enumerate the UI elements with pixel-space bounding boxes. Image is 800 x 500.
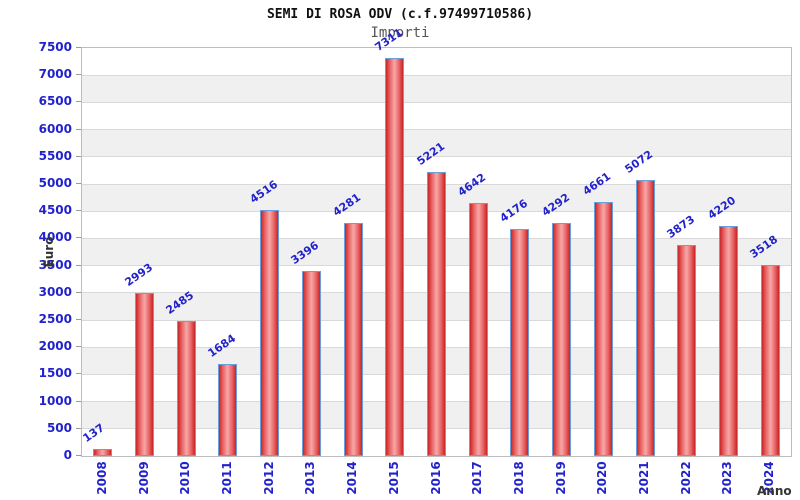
y-tick-mark (76, 291, 81, 293)
x-tick-label: 2015 (386, 461, 401, 495)
bar-2016 (427, 171, 446, 456)
plot-band (82, 48, 791, 76)
y-axis-title: Euro (42, 236, 56, 268)
y-tick-mark (76, 427, 81, 429)
x-tick-label: 2023 (720, 461, 735, 495)
y-tick-label: 6500 (38, 94, 72, 109)
y-tick-mark (76, 455, 81, 456)
x-tick-label: 2017 (470, 461, 485, 495)
bar-2021 (635, 180, 655, 456)
x-tick-label: 2022 (678, 461, 693, 495)
bar-2024 (760, 264, 780, 456)
y-tick-mark (76, 74, 81, 76)
bar-2011 (218, 364, 238, 456)
x-tick-label: 2014 (345, 461, 360, 495)
x-tick-label: 2011 (219, 461, 234, 495)
y-tick-mark (76, 264, 81, 266)
y-tick-label: 500 (46, 420, 72, 435)
bar-2010 (176, 320, 196, 456)
bar-2015 (385, 58, 405, 456)
bar-2019 (552, 222, 572, 456)
y-tick-label: 3500 (38, 257, 72, 272)
bar-2013 (301, 271, 321, 456)
plot-band (82, 129, 791, 157)
x-tick-label: 2013 (303, 461, 318, 495)
y-tick-label: 5000 (38, 176, 72, 190)
gridline (82, 156, 791, 158)
y-tick-mark (76, 101, 81, 103)
x-tick-label: 2021 (637, 461, 652, 495)
bar-2014 (343, 223, 363, 456)
y-tick-label: 4500 (38, 203, 72, 218)
y-tick-label: 3000 (38, 284, 72, 299)
x-tick-label: 2018 (511, 461, 526, 495)
bar-2020 (593, 202, 613, 456)
y-tick-label: 6000 (38, 121, 72, 136)
y-tick-mark (76, 319, 81, 320)
plot-band (82, 102, 791, 130)
y-tick-label: 1000 (38, 393, 72, 408)
x-tick-label: 2010 (178, 461, 193, 495)
x-axis-title: Anno (757, 484, 792, 498)
y-tick-mark (76, 237, 81, 239)
gridline (82, 129, 791, 131)
y-tick-mark (76, 155, 81, 157)
bar-2022 (677, 245, 697, 456)
y-tick-mark (76, 346, 81, 348)
y-tick-label: 2000 (38, 339, 72, 354)
y-tick-mark (76, 373, 81, 375)
bar-2023 (718, 226, 738, 456)
plot-area: 137 2993 2485 1684 4516 3396 4281 7311 5221 4642 4… (80, 26, 792, 457)
y-tick-label: 0 (63, 448, 72, 462)
x-tick-label: 2020 (595, 461, 610, 495)
x-tick-label: 2012 (261, 461, 276, 495)
y-tick-mark (76, 128, 81, 130)
bar-2017 (468, 203, 488, 456)
gridline (82, 74, 791, 76)
chart-title: SEMI DI ROSA ODV (c.f.97499710586) (266, 7, 534, 22)
chart-subtitle: Importi (370, 25, 430, 41)
y-tick-mark (76, 47, 81, 48)
x-tick-label: 2009 (136, 461, 151, 495)
y-tick-mark (76, 183, 81, 184)
bar-2009 (135, 293, 155, 456)
y-tick-label: 7000 (38, 67, 72, 82)
y-tick-mark (76, 400, 81, 402)
x-tick-label: 2008 (94, 461, 109, 495)
y-tick-mark (76, 210, 81, 212)
y-tick-label: 5500 (38, 148, 72, 163)
plot-band (82, 75, 791, 103)
bar-2012 (260, 210, 280, 456)
y-tick-label: 4000 (38, 230, 72, 245)
y-tick-label: 7500 (38, 40, 72, 54)
bar-2018 (510, 228, 530, 456)
x-tick-label: 2016 (428, 461, 443, 495)
y-tick-label: 1500 (38, 366, 72, 381)
bar-2008 (93, 448, 113, 456)
gridline (82, 101, 791, 103)
y-tick-label: 2500 (38, 312, 72, 326)
x-tick-label: 2019 (553, 461, 568, 495)
